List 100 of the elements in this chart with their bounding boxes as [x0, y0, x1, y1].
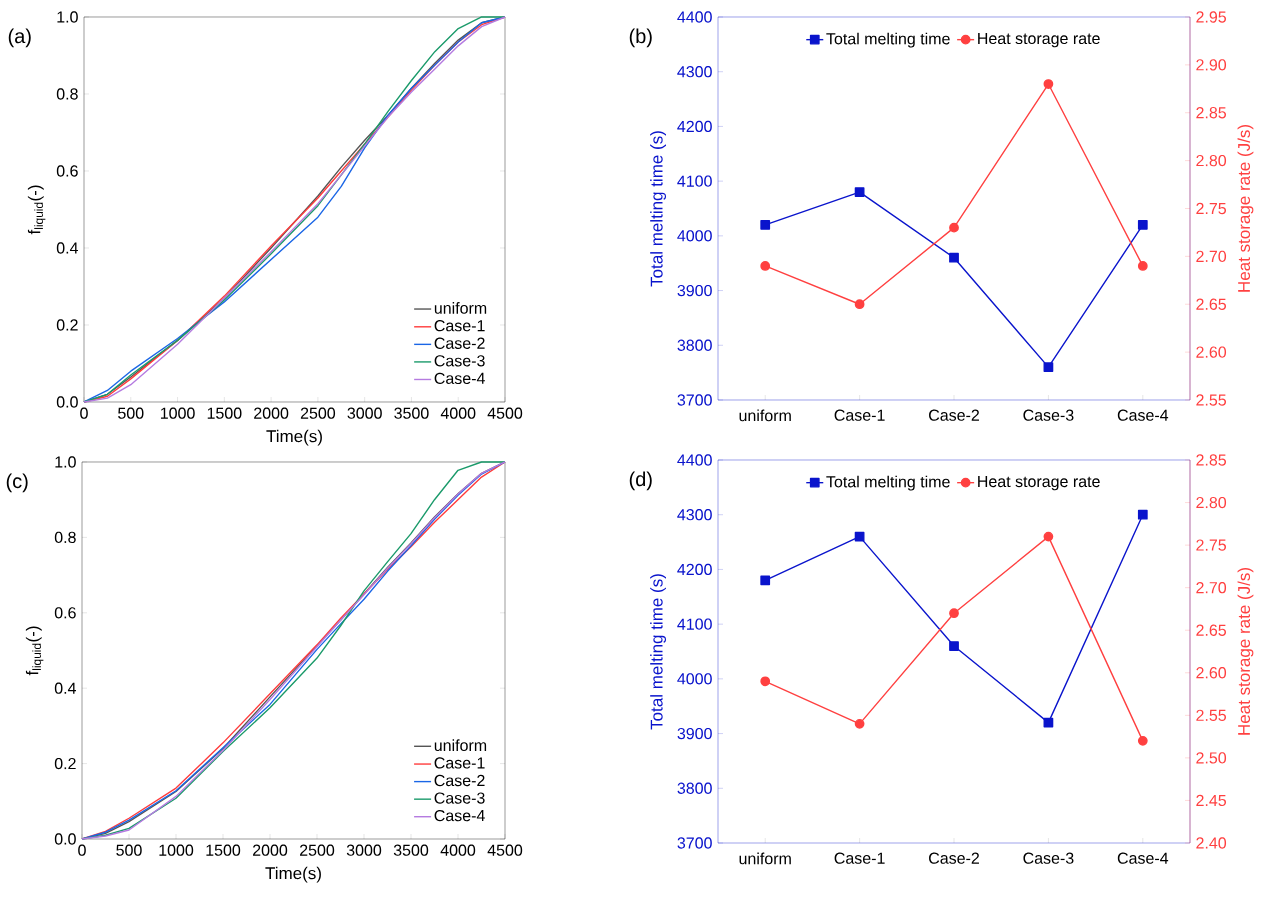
x-tick-label: 3000: [346, 844, 382, 856]
legend-label: Total melting time: [826, 475, 950, 491]
x-tick-label: Case-2: [929, 409, 979, 421]
legend-label: Case-2: [434, 337, 485, 349]
point: [1137, 509, 1148, 520]
x-axis-title: Time(s): [266, 429, 322, 446]
legend-label: Heat storage rate: [978, 32, 1100, 48]
legend-label: Case-3: [434, 355, 485, 367]
y-tick-label: 0.2: [54, 757, 76, 770]
y2-axis-title: Heat storage rate (J/s): [1237, 568, 1254, 735]
x-tick-label: uniform: [739, 409, 791, 422]
y-tick-label: 4000: [677, 673, 712, 685]
x-tick-label: Case-4: [1117, 852, 1169, 864]
legend-label: Total melting time: [826, 32, 950, 48]
y-tick-label: 0.0: [54, 833, 76, 845]
x-tick-label: 500: [118, 407, 144, 419]
point: [949, 608, 959, 619]
y2-tick-label: 2.75: [1196, 202, 1227, 215]
y-tick-label: 3900: [677, 284, 712, 297]
legend-label: Case-3: [434, 792, 485, 804]
x-tick-label: 2500: [300, 844, 335, 856]
y2-tick-label: 2.50: [1196, 752, 1227, 764]
x-tick-label: 3500: [394, 407, 429, 419]
y-tick-label: 4200: [677, 120, 712, 133]
y-tick-label: 0.6: [56, 165, 78, 177]
y2-tick-label: 2.80: [1196, 154, 1227, 167]
y2-axis-title: Heat storage rate (J/s): [1237, 125, 1254, 292]
y-axis-title: Total melting time (s): [650, 131, 667, 287]
point: [760, 261, 771, 271]
y2-tick-label: 2.85: [1196, 454, 1227, 466]
x-tick-label: 1500: [207, 407, 242, 419]
text: (c): [6, 473, 28, 493]
text: (b): [629, 28, 652, 48]
x-tick-label: Case-1: [834, 852, 885, 864]
y-tick-label: 0.8: [56, 88, 78, 100]
y-tick-label: 3900: [677, 727, 712, 740]
point: [1043, 79, 1054, 89]
y-tick-label: 0.4: [54, 682, 77, 694]
y2-tick-label: 2.60: [1196, 667, 1227, 679]
x-tick-label: 3000: [347, 407, 382, 419]
y-tick-label: 4100: [677, 175, 712, 187]
point: [1137, 220, 1148, 230]
y2-tick-label: 2.65: [1196, 298, 1227, 310]
y-tick-label: 4300: [677, 66, 712, 78]
x-tick-label: 4000: [440, 407, 476, 419]
x-axis-title: Time(s): [265, 866, 321, 883]
y2-tick-label: 2.45: [1196, 794, 1227, 807]
legend-label: Case-1: [434, 320, 485, 332]
legend-label: Case-4: [434, 372, 485, 385]
y-tick-label: 3700: [677, 394, 712, 406]
x-tick-label: 1000: [159, 844, 194, 856]
legend-label: uniform: [434, 739, 487, 752]
y2-tick-label: 2.40: [1196, 837, 1227, 849]
y-tick-label: 0.2: [56, 319, 78, 331]
point: [1043, 531, 1054, 542]
y-tick-label: 0.6: [54, 607, 76, 619]
y-tick-label: 0.4: [56, 242, 79, 254]
y-tick-label: 1.0: [55, 456, 76, 468]
legend-label: Case-2: [434, 774, 485, 787]
text: (d): [629, 471, 652, 491]
y-tick-label: 4300: [677, 509, 712, 521]
y-tick-label: 0.0: [56, 396, 78, 408]
x-tick-label: Case-3: [1023, 852, 1074, 864]
y2-tick-label: 2.55: [1196, 394, 1227, 406]
point: [949, 252, 959, 263]
x-tick-label: 4500: [487, 844, 523, 856]
line-series: [81, 461, 506, 840]
x-tick-label: Case-1: [834, 409, 885, 421]
x-tick-label: 1500: [206, 844, 241, 856]
x-tick-label: Case-3: [1023, 409, 1074, 421]
y2-tick-label: 2.95: [1196, 11, 1227, 23]
legend-label: Heat storage rate: [978, 475, 1100, 491]
x-tick-label: 4500: [487, 407, 523, 419]
y-tick-label: 4000: [677, 230, 712, 242]
y-tick-label: 3800: [677, 782, 712, 794]
x-tick-label: Case-2: [929, 852, 979, 864]
y-axis-title: f$_{liquid}$(-): [25, 626, 44, 676]
y-tick-label: 4100: [677, 618, 712, 630]
text: (a): [8, 28, 31, 48]
point: [1137, 261, 1148, 271]
y2-tick-label: 2.85: [1196, 107, 1227, 119]
y2-tick-label: 2.60: [1196, 346, 1227, 358]
point: [1137, 735, 1148, 746]
x-tick-label: 2500: [300, 407, 336, 419]
y2-tick-label: 2.75: [1196, 539, 1227, 551]
point: [760, 575, 771, 586]
y2-tick-label: 2.55: [1196, 709, 1227, 721]
point: [1043, 717, 1054, 728]
point: [1043, 362, 1054, 373]
x-tick-label: 1000: [160, 407, 195, 419]
x-tick-label: 500: [116, 844, 142, 856]
y2-tick-label: 2.70: [1196, 582, 1227, 594]
x-tick-label: uniform: [739, 852, 791, 865]
y-tick-label: 4200: [677, 563, 712, 576]
x-tick-label: Case-4: [1117, 409, 1169, 421]
legend-label: uniform: [434, 302, 487, 314]
point: [760, 676, 771, 687]
y2-tick-label: 2.90: [1196, 59, 1227, 71]
y2-tick-label: 2.65: [1196, 624, 1227, 636]
x-tick-label: 3500: [393, 844, 429, 856]
